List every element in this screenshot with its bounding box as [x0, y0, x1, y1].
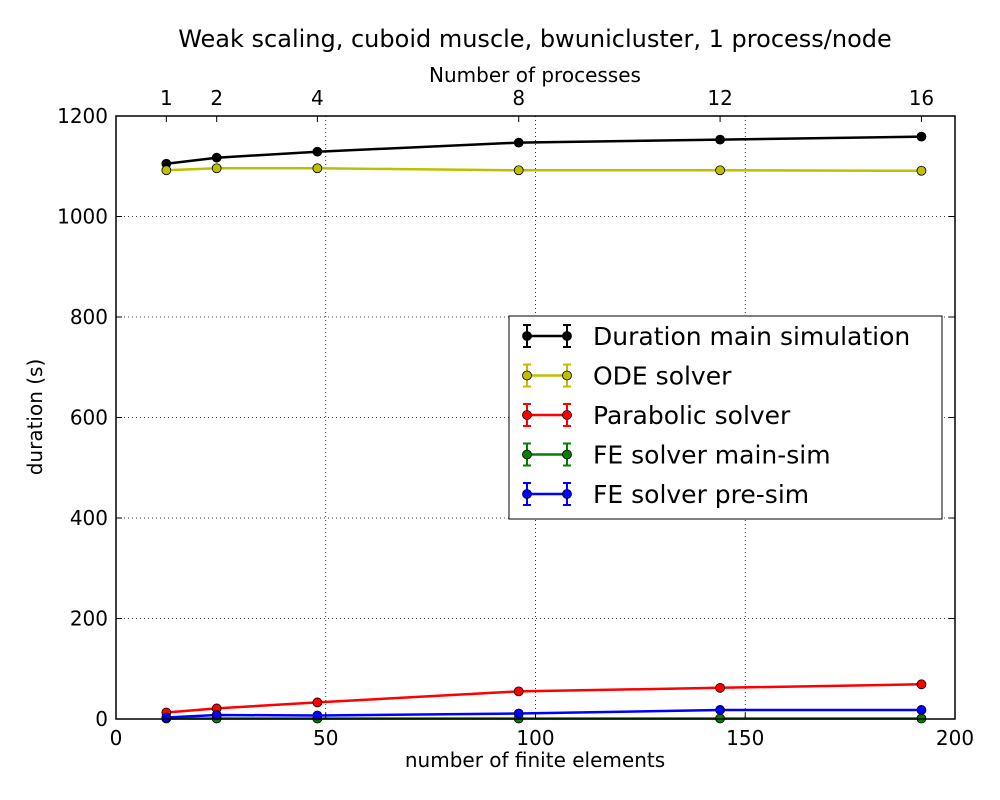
legend-label: ODE solver [593, 362, 732, 391]
y-tick-label: 1000 [57, 205, 108, 229]
legend-marker [562, 449, 572, 460]
data-point [916, 131, 927, 142]
legend-marker [562, 370, 572, 381]
x2-tick-label: 2 [210, 86, 223, 110]
data-point [211, 710, 222, 720]
data-point [513, 708, 524, 719]
series-line [166, 683, 922, 714]
y-tick-label: 200 [70, 607, 108, 631]
x2-tick-label: 4 [311, 86, 324, 110]
x-tick-label: 100 [516, 726, 554, 750]
y-tick-label: 400 [70, 506, 108, 530]
data-point [513, 686, 524, 697]
data-point [161, 165, 172, 176]
grid [116, 116, 955, 719]
data-point [715, 134, 725, 145]
data-point [312, 697, 323, 708]
x-axis-label: number of finite elements [405, 748, 665, 772]
legend-marker [562, 410, 572, 420]
series-line [166, 167, 922, 173]
y-tick-label: 600 [70, 406, 108, 430]
data-point [513, 137, 524, 148]
legend-marker [522, 489, 532, 499]
data-point [916, 679, 927, 690]
data-point [513, 165, 524, 176]
legend-marker [522, 449, 532, 460]
series-line [166, 708, 922, 719]
series-line [166, 135, 922, 165]
legend: Duration main simulation ODE solver Parabo… [508, 315, 943, 520]
x2-tick-label: 8 [512, 86, 525, 110]
x2-tick-label: 1 [160, 86, 173, 110]
legend-label: Parabolic solver [593, 401, 791, 430]
legend-marker [522, 331, 532, 341]
data-point [715, 165, 725, 176]
data-point [211, 163, 222, 174]
legend-marker [562, 331, 572, 341]
legend-label: FE solver main-sim [593, 441, 831, 470]
x2-tick-label: 16 [909, 86, 934, 110]
data-point [211, 152, 222, 163]
data-point [312, 163, 323, 174]
y-tick-label: 1200 [57, 104, 108, 128]
x-tick-label: 50 [313, 726, 338, 750]
data-point [916, 165, 927, 176]
data-point [312, 146, 323, 157]
y-axis-label: duration (s) [23, 359, 47, 476]
data-point [715, 705, 725, 715]
legend-label: Duration main simulation [593, 322, 910, 351]
legend-box [508, 315, 943, 520]
x-tick-label: 0 [110, 726, 123, 750]
top-axis-label: Number of processes [429, 63, 641, 87]
y-tick-label: 0 [95, 707, 108, 731]
data-point [715, 682, 725, 693]
y-tick-label: 800 [70, 305, 108, 329]
data-point [161, 712, 172, 723]
x-tick-label: 200 [936, 726, 974, 750]
x-tick-label: 150 [726, 726, 764, 750]
legend-marker [522, 370, 532, 381]
data-point [916, 705, 927, 715]
legend-label: FE solver pre-sim [593, 480, 809, 509]
x2-tick-label: 12 [707, 86, 732, 110]
data-point [312, 710, 323, 721]
chart-title: Weak scaling, cuboid muscle, bwunicluste… [178, 25, 892, 53]
legend-marker [522, 410, 532, 420]
legend-marker [562, 489, 572, 499]
